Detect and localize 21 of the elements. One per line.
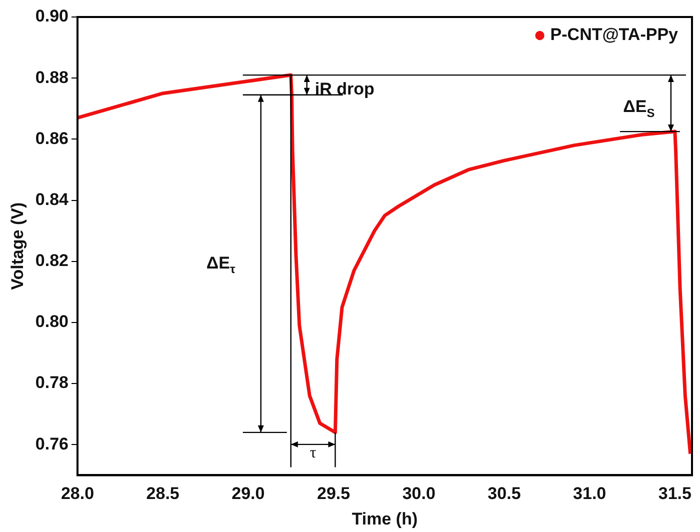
annotation: iR drop xyxy=(314,80,374,99)
y-tick-label: 0.78 xyxy=(35,373,68,392)
y-tick-label: 0.76 xyxy=(35,434,68,454)
x-tick-label: 28.0 xyxy=(60,484,94,504)
x-axis-title: Time (h) xyxy=(352,509,418,528)
x-tick-label: 31.5 xyxy=(658,484,692,504)
y-tick-label: 0.90 xyxy=(35,6,68,26)
x-tick-label: 30.0 xyxy=(402,484,436,504)
y-axis-title: Voltage (V) xyxy=(8,202,27,290)
y-tick-label: 0.84 xyxy=(35,190,70,209)
legend-label: P-CNT@TA-PPy xyxy=(550,25,679,44)
x-tick-label: 29.5 xyxy=(316,484,350,504)
y-tick-label: 0.82 xyxy=(35,251,68,270)
y-tick-label: 0.88 xyxy=(35,68,68,87)
x-tick-label: 29.0 xyxy=(232,484,265,504)
x-tick-label: 30.5 xyxy=(488,484,521,504)
y-tick-label: 0.80 xyxy=(35,312,68,332)
annotation: τ xyxy=(310,444,317,462)
x-tick-label: 31.0 xyxy=(573,484,606,504)
x-tick-label: 28.5 xyxy=(146,484,180,504)
y-tick-label: 0.86 xyxy=(35,128,68,148)
